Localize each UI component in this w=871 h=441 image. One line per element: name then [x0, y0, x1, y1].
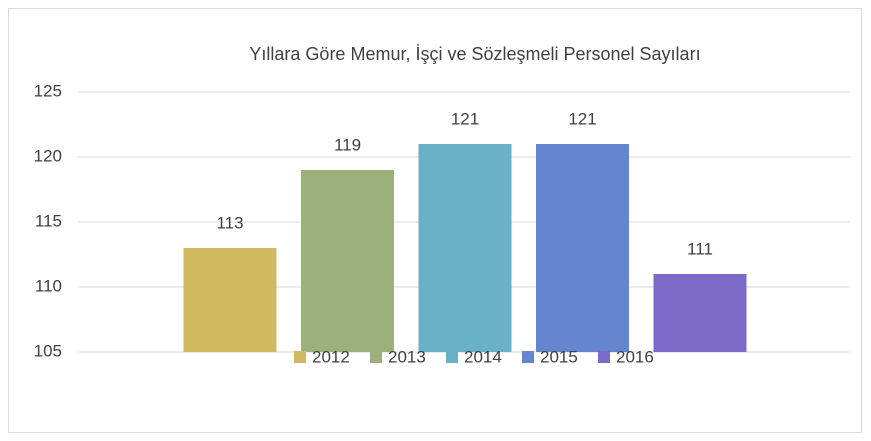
y-tick-label: 120	[34, 146, 62, 165]
data-label: 119	[334, 135, 361, 154]
legend-label: 2013	[388, 347, 426, 366]
bar	[183, 248, 277, 352]
bar	[301, 170, 394, 352]
bar	[536, 144, 629, 352]
legend-swatch	[370, 351, 382, 363]
legend-label: 2012	[312, 347, 350, 366]
legend-label: 2014	[464, 347, 502, 366]
chart-title: Yıllara Göre Memur, İşçi ve Sözleşmeli P…	[249, 44, 700, 64]
bar	[418, 144, 512, 352]
data-label: 121	[568, 109, 596, 128]
y-tick-label: 125	[34, 81, 62, 100]
legend-swatch	[446, 351, 458, 363]
bar	[653, 274, 747, 352]
legend-label: 2015	[540, 347, 578, 366]
legend-swatch	[598, 351, 610, 363]
legend-label: 2016	[616, 347, 654, 366]
legend-swatch	[522, 351, 534, 363]
legend-swatch	[294, 351, 306, 363]
y-tick-label: 110	[35, 276, 62, 295]
y-tick-label: 105	[34, 341, 62, 360]
data-label: 111	[687, 239, 713, 258]
data-label: 121	[451, 109, 479, 128]
y-tick-label: 115	[35, 211, 62, 230]
data-label: 113	[216, 213, 243, 232]
